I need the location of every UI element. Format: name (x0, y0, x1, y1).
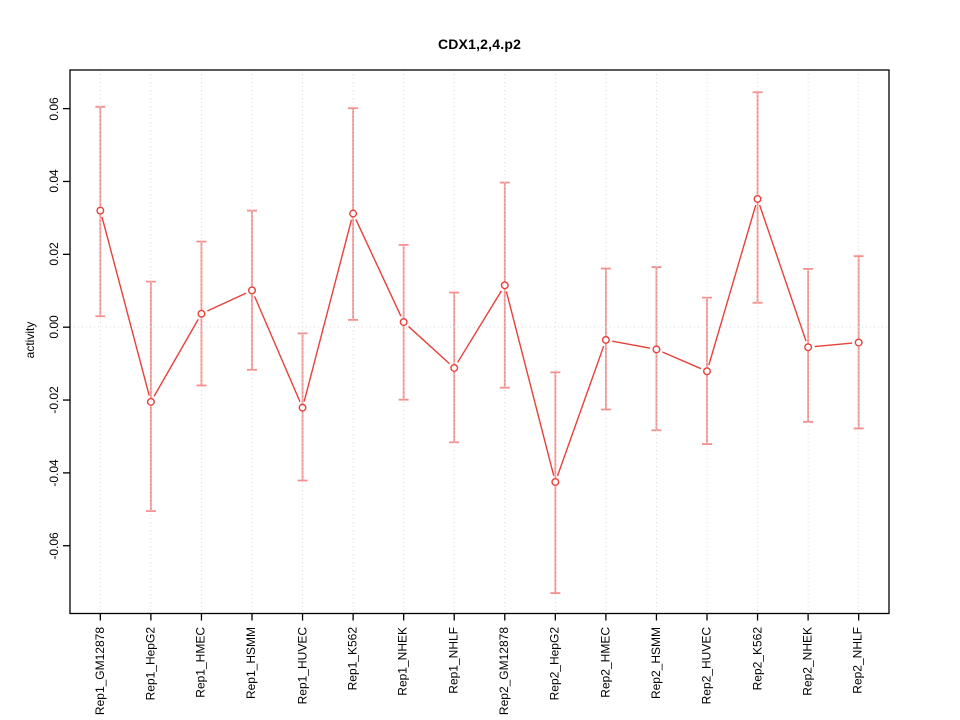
x-tick-label: Rep1_HSMM (244, 627, 259, 700)
series-line-segment (457, 290, 502, 363)
y-tick-label: 0.04 (47, 169, 61, 194)
data-point (349, 209, 358, 218)
data-point (399, 318, 408, 327)
x-tick-label: Rep1_HMEC (193, 627, 208, 698)
series-line-segment (408, 325, 450, 365)
plot-box (69, 69, 890, 615)
x-tick-label: Rep2_K562 (750, 627, 765, 691)
data-point (753, 194, 762, 203)
data-point (500, 281, 509, 290)
x-tick-label: Rep2_GM12878 (497, 627, 512, 716)
data-point (652, 345, 661, 354)
x-tick-label: Rep1_HepG2 (143, 627, 158, 701)
series-line-segment (758, 204, 807, 342)
y-tick-label: 0.00 (47, 315, 61, 339)
data-point (450, 363, 459, 372)
series-line-segment (505, 291, 555, 476)
x-tick-label: Rep1_GM12878 (92, 627, 107, 716)
data-point (146, 397, 155, 406)
series-line-segment (303, 219, 353, 402)
chart-title: CDX1,2,4.p2 (437, 36, 522, 52)
series-line-segment (253, 296, 301, 402)
y-tick-label: -0.02 (47, 386, 61, 414)
data-point (804, 343, 813, 352)
data-point (197, 309, 206, 318)
data-point (703, 367, 712, 376)
series-line-segment (153, 318, 199, 397)
data-point (854, 338, 863, 347)
data-point (96, 206, 105, 215)
x-tick-label: Rep2_NHLF (851, 627, 866, 694)
y-axis-title: activity (23, 321, 37, 359)
series-line-segment (355, 219, 402, 317)
data-point (298, 403, 307, 412)
y-tick-label: 0.02 (47, 242, 61, 266)
x-tick-label: Rep1_NHLF (446, 627, 461, 694)
x-tick-label: Rep2_HMEC (598, 627, 613, 698)
x-tick-label: Rep2_HepG2 (547, 627, 562, 701)
series-line-segment (101, 216, 150, 396)
series-line-segment (612, 340, 651, 349)
series-line-segment (207, 292, 247, 312)
x-tick-label: Rep1_HUVEC (295, 627, 310, 705)
series-line-segment (662, 351, 702, 370)
series-line-segment (556, 345, 605, 477)
x-tick-label: Rep2_HUVEC (699, 627, 714, 705)
y-tick-label: 0.06 (47, 96, 61, 121)
x-tick-label: Rep1_NHEK (396, 627, 411, 696)
x-tick-label: Rep1_K562 (345, 627, 360, 691)
series-line-segment (814, 342, 853, 348)
series-line-segment (708, 204, 757, 366)
x-tick-label: Rep2_HSMM (648, 627, 663, 700)
y-tick-label: -0.06 (47, 532, 61, 560)
data-point (551, 477, 560, 486)
data-point (247, 286, 256, 295)
x-tick-label: Rep2_NHEK (800, 627, 815, 696)
data-point (601, 335, 610, 344)
y-tick-label: -0.04 (47, 459, 61, 487)
